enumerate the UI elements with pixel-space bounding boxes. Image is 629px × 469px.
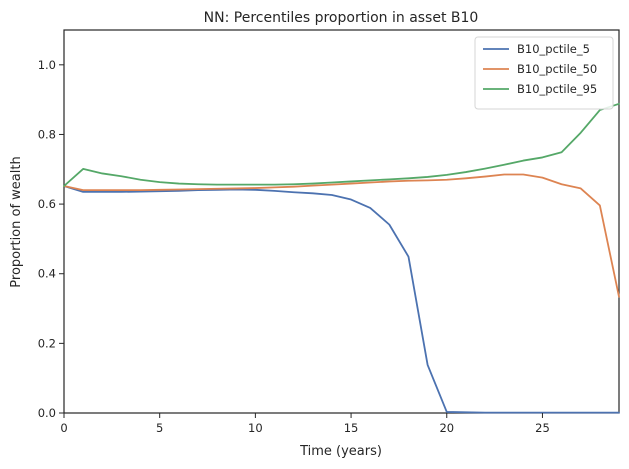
x-tick-label: 5: [156, 421, 163, 435]
y-tick-label: 0.8: [38, 127, 56, 141]
legend: B10_pctile_5 B10_pctile_50 B10_pctile_95: [474, 36, 614, 110]
series-line-B10_pctile_95: [63, 102, 620, 187]
legend-label-B10_pctile_50: B10_pctile_50: [517, 62, 597, 76]
legend-label-B10_pctile_95: B10_pctile_95: [517, 82, 597, 96]
x-axis: 0 5 10 15 20 25: [60, 413, 550, 435]
y-tick-label: 0.0: [38, 406, 56, 420]
series-line-B10_pctile_5: [63, 185, 620, 414]
x-tick-label: 25: [535, 421, 550, 435]
legend-box: [474, 36, 614, 110]
y-axis: 0.0 0.2 0.4 0.6 0.8 1.0: [38, 58, 64, 420]
plot-frame: [63, 29, 620, 414]
chart-title: NN: Percentiles proportion in asset B10: [204, 10, 479, 26]
series-line-B10_pctile_50: [63, 173, 620, 298]
x-tick-label: 10: [248, 421, 263, 435]
x-tick-label: 15: [344, 421, 359, 435]
legend-label-B10_pctile_5: B10_pctile_5: [517, 42, 590, 56]
y-tick-label: 0.6: [38, 197, 56, 211]
x-tick-label: 0: [60, 421, 67, 435]
series-group: [63, 102, 620, 414]
x-tick-label: 20: [439, 421, 454, 435]
y-tick-label: 0.4: [38, 267, 56, 281]
y-axis-label: Proportion of wealth: [9, 156, 24, 287]
x-axis-label: Time (years): [299, 444, 382, 459]
plot-area: [63, 29, 620, 414]
y-tick-label: 1.0: [38, 58, 56, 72]
y-tick-label: 0.2: [38, 336, 56, 350]
